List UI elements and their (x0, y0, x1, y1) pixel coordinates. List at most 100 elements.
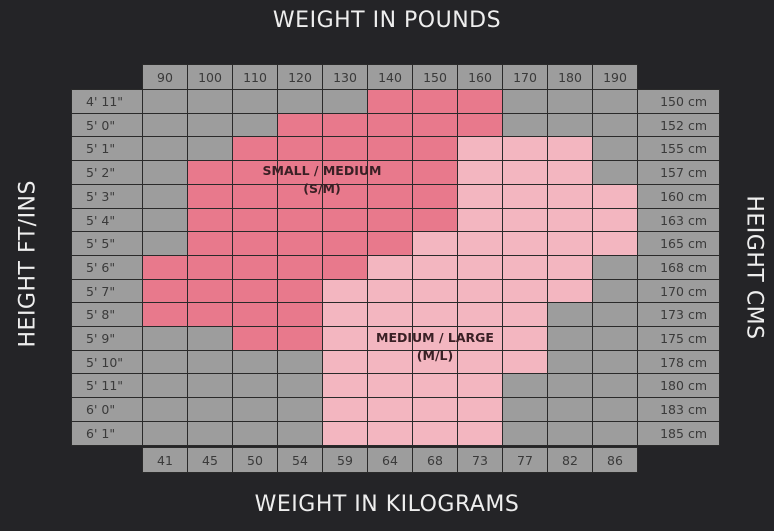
kilograms-tick: 45 (187, 447, 233, 473)
height-ftin-tick: 5' 3" (71, 184, 143, 209)
cell-empty (232, 350, 278, 375)
kilograms-tick: 77 (502, 447, 548, 473)
cell-medium-large (412, 302, 458, 327)
left-axis-title: HEIGHT FT/INS (15, 180, 41, 348)
height-ftin-tick: 5' 0" (71, 113, 143, 138)
cell-medium-large (367, 350, 413, 375)
height-ftin-tick: 5' 8" (71, 302, 143, 327)
height-cm-tick: 157 cm (637, 160, 720, 185)
height-ftin-tick: 5' 11" (71, 373, 143, 398)
cell-medium-large (412, 397, 458, 422)
cell-medium-large (502, 184, 548, 209)
cell-empty (142, 89, 188, 114)
height-cm-tick: 152 cm (637, 113, 720, 138)
cell-empty (277, 421, 323, 446)
cell-empty (142, 113, 188, 138)
cell-small-medium (232, 326, 278, 351)
cell-medium-large (457, 373, 503, 398)
cell-empty (592, 421, 638, 446)
cell-medium-large (592, 231, 638, 256)
cell-empty (277, 89, 323, 114)
cell-small-medium (187, 231, 233, 256)
cell-empty (187, 350, 233, 375)
height-cm-tick: 170 cm (637, 279, 720, 304)
sm-label-line1: SMALL / MEDIUM (262, 163, 382, 178)
cell-empty (187, 136, 233, 161)
cell-medium-large (367, 373, 413, 398)
pounds-tick: 100 (187, 64, 233, 90)
pounds-tick: 120 (277, 64, 323, 90)
cell-empty (592, 279, 638, 304)
cell-medium-large (502, 255, 548, 280)
cell-medium-large (322, 421, 368, 446)
cell-empty (232, 89, 278, 114)
cell-empty (592, 326, 638, 351)
cell-empty (142, 350, 188, 375)
cell-empty (592, 160, 638, 185)
height-cm-tick: 155 cm (637, 136, 720, 161)
cell-empty (547, 350, 593, 375)
cell-medium-large (502, 231, 548, 256)
cell-empty (502, 397, 548, 422)
cell-medium-large (457, 231, 503, 256)
cell-small-medium (277, 255, 323, 280)
kilograms-tick: 86 (592, 447, 638, 473)
cell-small-medium (187, 160, 233, 185)
kilograms-tick: 73 (457, 447, 503, 473)
cell-empty (187, 397, 233, 422)
height-ftin-tick: 6' 1" (71, 421, 143, 446)
cell-empty (277, 397, 323, 422)
cell-medium-large (457, 160, 503, 185)
cell-empty (187, 113, 233, 138)
cell-empty (547, 397, 593, 422)
sm-annotation: SMALL / MEDIUM (S/M) (232, 162, 412, 198)
cell-empty (142, 373, 188, 398)
pounds-tick: 170 (502, 64, 548, 90)
height-ftin-tick: 5' 1" (71, 136, 143, 161)
cell-small-medium (187, 255, 233, 280)
cell-small-medium (232, 208, 278, 233)
cell-small-medium (187, 302, 233, 327)
cell-medium-large (367, 397, 413, 422)
kilograms-tick: 50 (232, 447, 278, 473)
height-ftin-tick: 5' 4" (71, 208, 143, 233)
cell-small-medium (187, 184, 233, 209)
cell-empty (502, 373, 548, 398)
cell-empty (277, 373, 323, 398)
cell-empty (187, 326, 233, 351)
cell-medium-large (592, 208, 638, 233)
cell-medium-large (457, 255, 503, 280)
cell-small-medium (322, 113, 368, 138)
height-ftin-tick: 4' 11" (71, 89, 143, 114)
kilograms-tick: 59 (322, 447, 368, 473)
cell-medium-large (322, 279, 368, 304)
cell-empty (502, 421, 548, 446)
height-ftin-tick: 5' 10" (71, 350, 143, 375)
cell-small-medium (232, 136, 278, 161)
cell-medium-large (457, 208, 503, 233)
cell-empty (232, 373, 278, 398)
cell-medium-large (367, 302, 413, 327)
kilograms-tick: 68 (412, 447, 458, 473)
cell-small-medium (412, 89, 458, 114)
cell-small-medium (322, 208, 368, 233)
cell-small-medium (412, 184, 458, 209)
cell-medium-large (547, 208, 593, 233)
height-ftin-tick: 5' 2" (71, 160, 143, 185)
pounds-tick: 180 (547, 64, 593, 90)
height-cm-tick: 185 cm (637, 421, 720, 446)
cell-small-medium (277, 208, 323, 233)
cell-small-medium (322, 255, 368, 280)
height-cm-tick: 163 cm (637, 208, 720, 233)
cell-empty (142, 160, 188, 185)
cell-medium-large (547, 255, 593, 280)
height-cm-tick: 160 cm (637, 184, 720, 209)
height-ftin-tick: 5' 9" (71, 326, 143, 351)
cell-empty (142, 397, 188, 422)
cell-medium-large (412, 231, 458, 256)
cell-medium-large (367, 255, 413, 280)
height-cm-tick: 175 cm (637, 326, 720, 351)
cell-medium-large (412, 373, 458, 398)
cell-empty (547, 421, 593, 446)
kilograms-tick: 54 (277, 447, 323, 473)
